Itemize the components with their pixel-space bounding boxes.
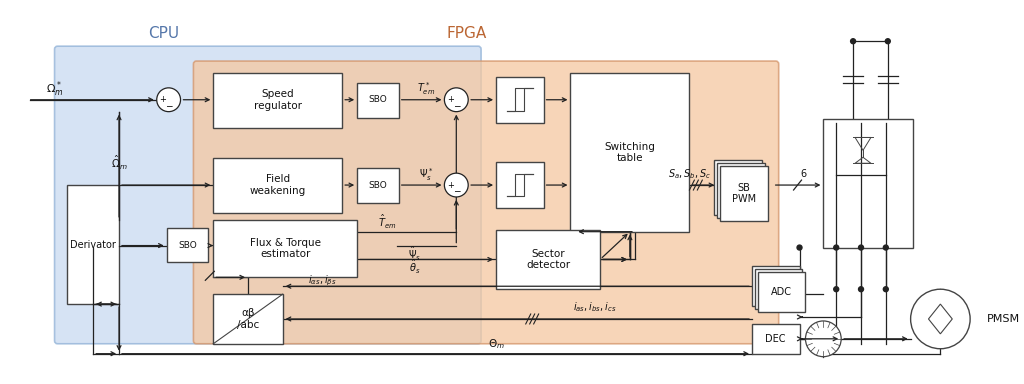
Bar bbox=[720, 166, 768, 221]
Text: Switching
table: Switching table bbox=[604, 142, 655, 163]
Text: −: − bbox=[453, 187, 460, 195]
Text: $\hat{\Psi}_s$: $\hat{\Psi}_s$ bbox=[408, 245, 421, 263]
Text: $\hat{\Omega}_m$: $\hat{\Omega}_m$ bbox=[111, 154, 127, 172]
Bar bbox=[213, 220, 357, 277]
Circle shape bbox=[858, 287, 863, 292]
Text: PMSM: PMSM bbox=[987, 314, 1020, 324]
Circle shape bbox=[157, 88, 180, 112]
Text: ADC: ADC bbox=[771, 287, 793, 297]
Text: +: + bbox=[160, 95, 166, 104]
Text: −: − bbox=[453, 101, 460, 110]
Text: Flux & Torque
estimator: Flux & Torque estimator bbox=[250, 238, 322, 259]
Text: $\hat{T}_{em}$: $\hat{T}_{em}$ bbox=[378, 213, 396, 231]
Circle shape bbox=[884, 245, 888, 250]
FancyBboxPatch shape bbox=[54, 46, 481, 344]
Text: CPU: CPU bbox=[148, 26, 179, 41]
Bar bbox=[717, 163, 765, 218]
Bar bbox=[68, 185, 119, 304]
Text: $i_{\alpha s}, i_{\beta s}$: $i_{\alpha s}, i_{\beta s}$ bbox=[307, 274, 336, 288]
Text: Sector
detector: Sector detector bbox=[526, 249, 570, 270]
FancyBboxPatch shape bbox=[194, 61, 778, 344]
Bar bbox=[755, 269, 803, 309]
Circle shape bbox=[444, 173, 468, 197]
Text: FPGA: FPGA bbox=[446, 26, 486, 41]
Text: $\Psi_s^*$: $\Psi_s^*$ bbox=[420, 166, 434, 182]
Circle shape bbox=[886, 39, 890, 44]
Circle shape bbox=[884, 287, 888, 292]
Text: $\Omega_m^*$: $\Omega_m^*$ bbox=[46, 79, 63, 99]
Text: 6: 6 bbox=[801, 169, 807, 179]
Bar bbox=[213, 158, 342, 213]
Text: Speed
regulator: Speed regulator bbox=[254, 89, 302, 111]
Text: −: − bbox=[165, 101, 172, 110]
Bar bbox=[823, 119, 912, 248]
Text: +: + bbox=[446, 95, 454, 104]
Text: SBO: SBO bbox=[178, 241, 197, 250]
Bar bbox=[357, 168, 398, 203]
Circle shape bbox=[444, 88, 468, 112]
Circle shape bbox=[834, 287, 839, 292]
Bar bbox=[357, 83, 398, 118]
Text: $\Theta_m$: $\Theta_m$ bbox=[487, 337, 505, 351]
Bar bbox=[752, 324, 800, 354]
Circle shape bbox=[910, 289, 970, 349]
Text: $i_{as}, i_{bs}, i_{cs}$: $i_{as}, i_{bs}, i_{cs}$ bbox=[573, 300, 616, 314]
Bar bbox=[714, 160, 762, 215]
Bar bbox=[570, 73, 689, 232]
Text: SB
PWM: SB PWM bbox=[732, 183, 756, 204]
Circle shape bbox=[797, 245, 802, 250]
Text: SBO: SBO bbox=[369, 95, 387, 104]
Circle shape bbox=[806, 321, 841, 357]
Text: Derivator: Derivator bbox=[71, 240, 116, 250]
Text: DEC: DEC bbox=[766, 334, 786, 344]
Circle shape bbox=[851, 39, 856, 44]
Text: $\hat{\theta}_s$: $\hat{\theta}_s$ bbox=[409, 258, 421, 276]
Bar bbox=[758, 272, 806, 312]
Text: αβ
/abc: αβ /abc bbox=[237, 308, 259, 330]
Bar bbox=[496, 230, 600, 289]
Bar bbox=[213, 294, 283, 344]
Text: $S_a, S_b, S_c$: $S_a, S_b, S_c$ bbox=[668, 167, 711, 181]
Text: Field
weakening: Field weakening bbox=[250, 174, 306, 196]
Text: SBO: SBO bbox=[369, 180, 387, 190]
Circle shape bbox=[834, 245, 839, 250]
Text: $T_{em}^*$: $T_{em}^*$ bbox=[418, 80, 435, 97]
Bar bbox=[496, 162, 544, 208]
Bar bbox=[213, 73, 342, 127]
Bar bbox=[167, 228, 208, 262]
Circle shape bbox=[858, 245, 863, 250]
Bar bbox=[496, 77, 544, 122]
Bar bbox=[752, 266, 800, 306]
Text: +: + bbox=[446, 180, 454, 190]
